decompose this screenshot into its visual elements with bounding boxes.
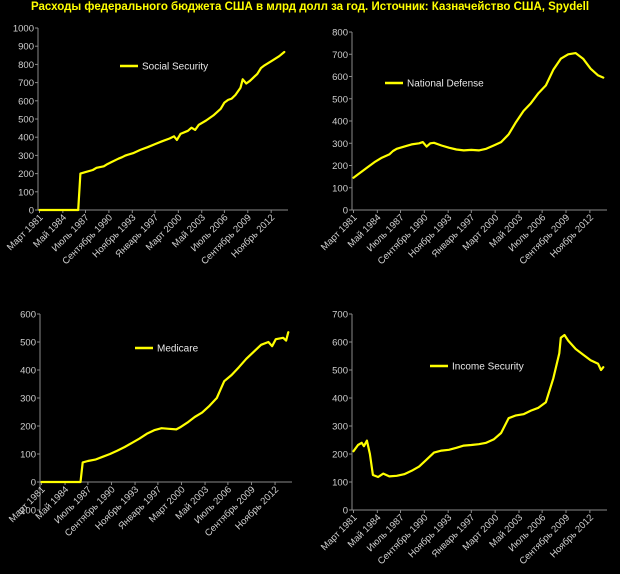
y-tick-label: 300 — [332, 422, 348, 433]
y-tick-label: 200 — [332, 450, 348, 461]
y-tick-label: 500 — [20, 338, 36, 349]
legend-label: National Defense — [407, 79, 484, 90]
y-tick-label: 0 — [343, 506, 348, 517]
y-tick-label: 600 — [332, 72, 348, 83]
y-tick-label: 200 — [332, 161, 348, 172]
y-tick-label: 500 — [332, 366, 348, 377]
y-tick-label: -100 — [17, 506, 36, 517]
y-tick-label: 200 — [20, 422, 36, 433]
y-tick-label: 300 — [20, 394, 36, 405]
y-tick-label: 500 — [332, 94, 348, 105]
y-tick-label: 400 — [20, 366, 36, 377]
page-title: Расходы федерального бюджета США в млрд … — [30, 1, 590, 13]
y-tick-label: 500 — [18, 115, 34, 126]
y-tick-label: 0 — [29, 206, 34, 217]
y-tick-label: 1000 — [13, 24, 34, 35]
y-tick-label: 300 — [18, 151, 34, 162]
y-tick-label: 400 — [332, 394, 348, 405]
y-tick-label: 200 — [18, 169, 34, 180]
y-tick-label: 700 — [18, 78, 34, 89]
y-tick-label: 0 — [343, 206, 348, 217]
y-tick-label: 0 — [31, 478, 36, 489]
y-tick-label: 400 — [18, 133, 34, 144]
legend-label: Medicare — [157, 344, 199, 355]
y-tick-label: 900 — [18, 42, 34, 53]
series-line — [38, 50, 286, 212]
y-tick-label: 600 — [18, 96, 34, 107]
y-tick-label: 100 — [332, 183, 348, 194]
y-tick-label: 100 — [18, 187, 34, 198]
y-tick-label: 100 — [20, 450, 36, 461]
y-tick-label: 800 — [332, 28, 348, 39]
series-line — [352, 333, 605, 479]
y-tick-label: 400 — [332, 117, 348, 128]
series-line — [40, 331, 290, 484]
y-tick-label: 600 — [332, 338, 348, 349]
legend-label: Social Security — [142, 62, 208, 73]
legend-label: Income Security — [452, 362, 524, 373]
y-tick-label: 300 — [332, 139, 348, 150]
series-line — [352, 51, 605, 179]
y-tick-label: 800 — [18, 60, 34, 71]
y-tick-label: 700 — [332, 50, 348, 61]
y-tick-label: 700 — [332, 310, 348, 321]
y-tick-label: 100 — [332, 478, 348, 489]
y-tick-label: 600 — [20, 310, 36, 321]
